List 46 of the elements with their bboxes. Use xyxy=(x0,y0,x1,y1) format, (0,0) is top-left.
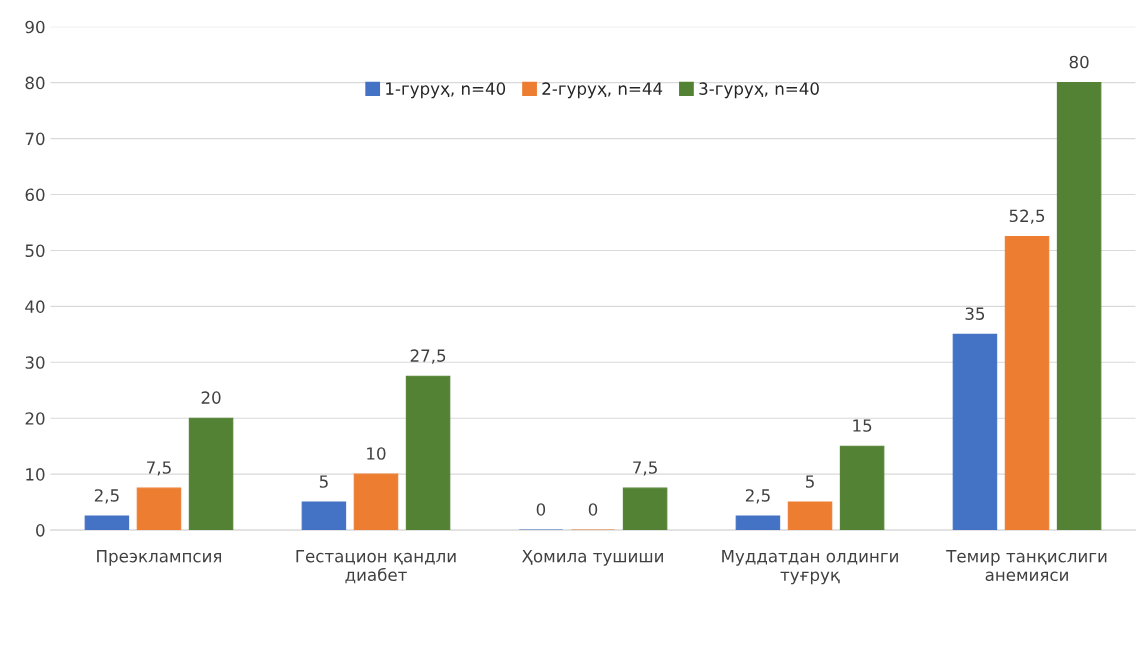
y-tick-label: 10 xyxy=(26,468,45,481)
x-tick-label: Муддатдан олдинги туғруқ xyxy=(722,550,898,585)
data-label: 2,5 xyxy=(745,489,770,504)
data-label: 2,5 xyxy=(94,489,119,504)
data-label: 0 xyxy=(536,503,546,516)
x-tick-label: Ҳомила тушиши xyxy=(522,550,663,566)
data-label: 20 xyxy=(201,391,221,404)
bar xyxy=(136,487,182,531)
y-tick-label: 60 xyxy=(25,188,45,202)
data-label: 27,5 xyxy=(410,349,446,364)
data-label: 52,5 xyxy=(1009,209,1045,224)
bar xyxy=(839,445,885,531)
data-label: 5 xyxy=(319,475,328,488)
legend-label: 3-гуруҳ, n=40 xyxy=(699,82,819,99)
bar xyxy=(1056,82,1102,531)
x-tick-label: Гестацион қандли диабет xyxy=(296,550,456,584)
bar xyxy=(787,501,833,531)
y-tick-label: 0 xyxy=(36,524,45,537)
bar xyxy=(1004,235,1050,531)
y-tick-label: 30 xyxy=(25,356,45,369)
data-label: 80 xyxy=(1069,55,1089,69)
x-tick-label: Темир танқислиги анемияси xyxy=(946,550,1107,582)
data-label: 5 xyxy=(806,475,814,488)
bar xyxy=(622,487,668,531)
data-label: 7,5 xyxy=(147,461,171,476)
data-label: 10 xyxy=(367,447,386,460)
bar xyxy=(301,501,347,531)
data-label: 35 xyxy=(965,307,985,320)
bar xyxy=(405,375,451,531)
x-tick-label: Преэклампсия xyxy=(97,550,222,566)
y-tick-label: 40 xyxy=(25,300,45,313)
bar xyxy=(188,417,234,531)
y-tick-label: 50 xyxy=(25,244,45,258)
data-label: 0 xyxy=(588,503,598,516)
data-label: 7,5 xyxy=(633,461,657,476)
bar xyxy=(353,473,399,531)
y-tick-label: 20 xyxy=(25,412,45,425)
data-label: 15 xyxy=(853,419,872,432)
bar xyxy=(84,515,130,531)
y-tick-label: 90 xyxy=(25,20,45,34)
y-tick-label: 80 xyxy=(25,76,45,90)
bar xyxy=(952,333,998,531)
y-tick-label: 70 xyxy=(25,132,45,146)
legend-label: 1-гуруҳ, n=40 xyxy=(386,82,506,99)
bar xyxy=(735,515,781,531)
legend-label: 2-гуруҳ, n=44 xyxy=(542,82,663,99)
